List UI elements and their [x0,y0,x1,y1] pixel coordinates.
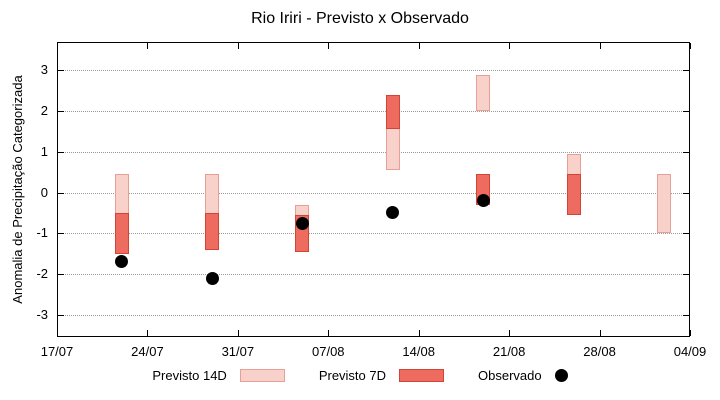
y-tick-mark-right [683,111,689,113]
x-tick-label: 17/07 [40,344,74,359]
forecast7-range-bar [205,212,220,250]
y-tick-mark-right [683,233,689,235]
forecast7-range-bar [385,94,400,130]
x-tick-mark [328,330,330,336]
y-tick-label: -1 [36,225,48,241]
plot-border [57,42,690,337]
x-tick-label: 28/08 [583,344,616,359]
x-tick-mark [147,330,149,336]
forecast7-range-bar [114,212,129,254]
forecast14-range-bar [657,174,672,234]
legend-label: Previsto 7D [318,368,387,383]
gridline-y0 [57,192,690,194]
y-tick-mark [58,111,64,113]
y-tick-mark [58,70,64,72]
gridline-y2 [57,111,690,113]
y-tick-label: 3 [40,62,48,78]
x-tick-mark-top [147,43,149,49]
legend-label: Previsto 14D [152,368,227,383]
x-tick-mark [690,330,691,336]
x-tick-label: 07/08 [312,344,345,359]
y-tick-mark [58,151,64,153]
x-tick-mark-top [599,43,601,49]
y-tick-mark-right [683,314,689,316]
legend: Previsto 14D Previsto 7D Observado [0,368,720,383]
legend-item-observed: Observado [478,368,568,383]
y-tick-mark [58,273,64,275]
forecast7-range-bar [566,174,581,215]
observed-dot [295,216,309,230]
forecast14-range-bar [476,74,491,112]
forecast7-box-swatch [399,369,445,382]
legend-label: Observado [478,368,542,383]
observed-dot [476,194,490,208]
x-tick-label: 21/08 [492,344,526,359]
x-tick-label: 24/07 [131,344,164,359]
x-tick-mark-top [418,43,420,49]
x-tick-mark [237,330,239,336]
x-tick-mark-top [509,43,511,49]
gridline-y1 [57,151,690,153]
y-tick-mark-right [683,192,689,194]
legend-item-forecast14: Previsto 14D [152,368,285,383]
gridline-y3 [57,70,690,72]
y-tick-label: -3 [36,306,48,322]
x-tick-label: 31/07 [221,344,255,359]
y-tick-mark-right [683,151,689,153]
x-tick-label: 14/08 [402,344,435,359]
y-tick-label: 2 [40,103,48,119]
chart-title: Rio Iriri - Previsto x Observado [251,10,469,27]
y-tick-mark [58,192,64,194]
x-tick-mark-top [237,43,239,49]
x-tick-mark [418,330,420,336]
observed-dot [115,255,129,269]
y-tick-mark [58,314,64,316]
y-tick-mark-right [683,70,689,72]
x-tick-mark [599,330,601,336]
legend-item-forecast7: Previsto 7D [318,368,445,383]
x-tick-mark-top [328,43,330,49]
observed-dot [205,271,219,285]
gridline-y-3 [57,314,690,316]
x-tick-mark [509,330,511,336]
y-tick-label: 1 [40,143,48,159]
gridline-y-1 [57,233,690,235]
y-tick-mark [58,233,64,235]
gridline-y-2 [57,273,690,275]
x-tick-label: 04/09 [673,344,707,359]
y-tick-label: -2 [36,265,48,281]
forecast14-box-swatch [239,369,285,382]
observed-dot-swatch [554,369,568,382]
x-tick-mark-top [690,43,691,49]
y-tick-label: 0 [40,184,48,200]
observed-dot [386,206,400,220]
y-tick-mark-right [683,273,689,275]
